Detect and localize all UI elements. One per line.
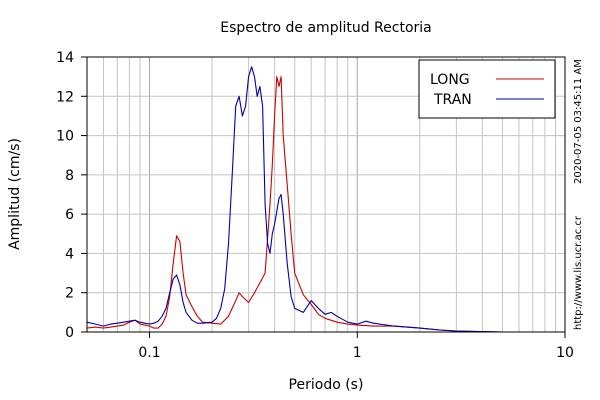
y-tick-label: 8 bbox=[65, 168, 74, 184]
y-tick-label: 2 bbox=[65, 286, 74, 302]
legend-box bbox=[418, 59, 556, 119]
x-axis-label: Periodo (s) bbox=[289, 377, 364, 393]
x-tick-label: 1 bbox=[353, 345, 362, 361]
y-tick-label: 10 bbox=[56, 129, 74, 145]
legend-label-long: LONG bbox=[430, 72, 470, 88]
y-tick-label: 12 bbox=[56, 89, 74, 105]
legend: LONG TRAN bbox=[418, 59, 556, 119]
plot-frame bbox=[86, 56, 566, 333]
x-tick-label: 10 bbox=[556, 345, 574, 361]
y-axis-label: Amplitud (cm/s) bbox=[7, 138, 23, 250]
axis-ticks: 0.1 1 10 0 2 4 6 8 10 12 14 bbox=[56, 50, 574, 361]
source-url-text: http://www.lis.ucr.ac.cr bbox=[573, 215, 584, 330]
series-lines bbox=[86, 66, 565, 333]
y-tick-label: 6 bbox=[65, 207, 74, 223]
series-line-tran bbox=[86, 66, 565, 333]
timestamp-text: 2020-07-05 03:45:11 AM bbox=[573, 59, 584, 184]
series-line-long bbox=[86, 76, 565, 333]
y-tick-label: 4 bbox=[65, 246, 74, 262]
y-tick-label: 14 bbox=[56, 50, 74, 66]
x-tick-label: 0.1 bbox=[138, 345, 160, 361]
legend-label-tran: TRAN bbox=[433, 92, 472, 108]
chart-title: Espectro de amplitud Rectoria bbox=[220, 20, 432, 36]
y-tick-label: 0 bbox=[65, 325, 74, 341]
